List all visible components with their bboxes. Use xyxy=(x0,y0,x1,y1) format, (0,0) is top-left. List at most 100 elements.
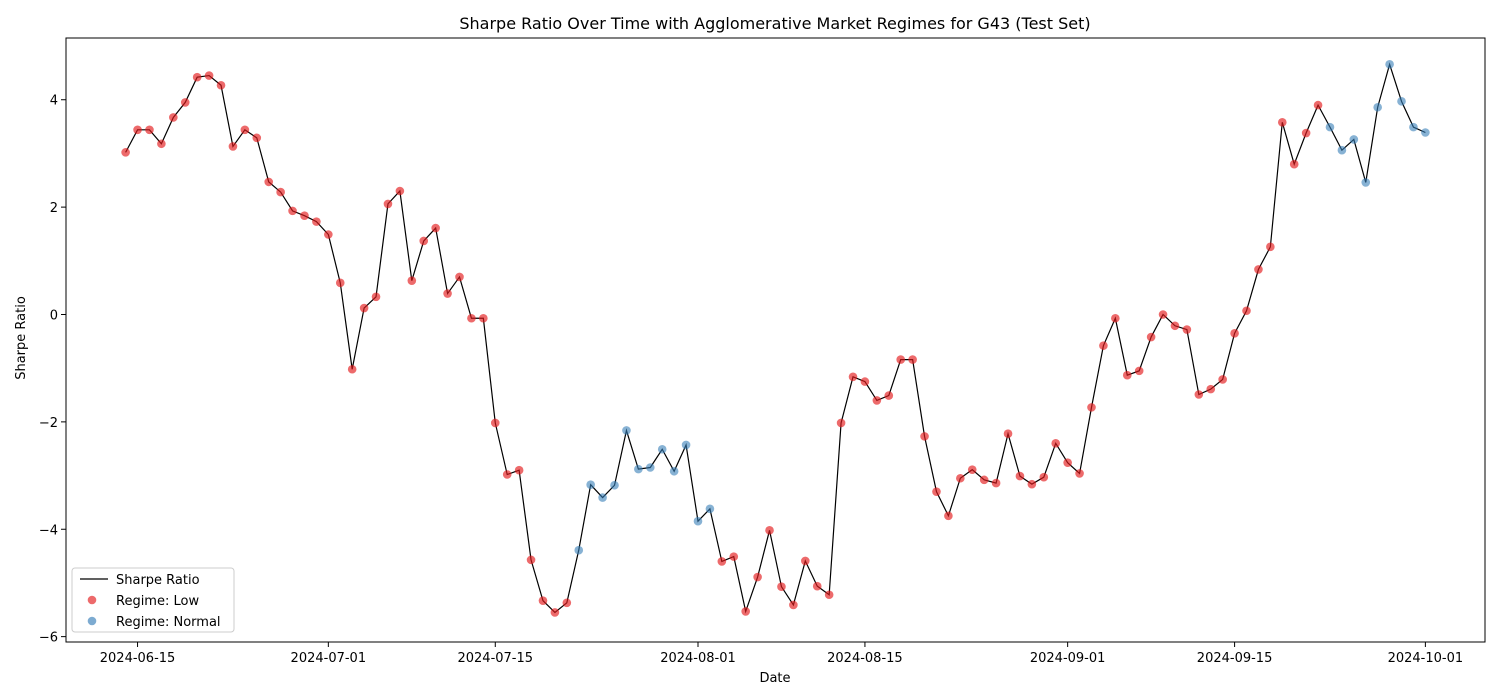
regime-low-point xyxy=(848,372,858,382)
regime-low-point xyxy=(1230,328,1239,338)
regime-low-point xyxy=(1003,429,1013,438)
regime-low-point xyxy=(777,582,786,591)
regime-low-point xyxy=(157,139,166,149)
y-tick-label: 0 xyxy=(50,308,58,323)
regime-low-point xyxy=(1254,265,1263,274)
regime-low-point xyxy=(1170,321,1180,331)
regime-low-point xyxy=(1099,341,1108,350)
regime-normal-point xyxy=(1373,102,1382,112)
y-tick-label: 4 xyxy=(50,94,58,109)
regime-normal-point xyxy=(1325,122,1335,132)
regime-low-point xyxy=(133,125,142,135)
regime-low-point xyxy=(526,555,536,565)
regime-low-point xyxy=(765,526,774,535)
regime-low-point xyxy=(836,418,846,428)
regime-low-point xyxy=(729,552,739,561)
regime-normal-point xyxy=(634,464,643,474)
regime-low-point xyxy=(383,199,393,209)
regime-low-point xyxy=(180,98,190,107)
regime-low-point xyxy=(1075,469,1084,478)
y-tick-label: −4 xyxy=(39,523,58,538)
legend-marker-low xyxy=(87,595,97,605)
regime-low-point xyxy=(1134,366,1144,376)
regime-low-point xyxy=(824,590,834,600)
x-tick-label: 2024-06-15 xyxy=(100,651,176,666)
regime-low-point xyxy=(967,465,977,474)
regime-low-point xyxy=(419,236,429,246)
regime-low-point xyxy=(467,313,476,323)
regime-low-point xyxy=(276,187,285,197)
regime-normal-point xyxy=(574,545,584,555)
regime-low-point xyxy=(979,475,989,485)
regime-low-point xyxy=(896,355,906,364)
regime-normal-point xyxy=(586,480,595,489)
x-tick-label: 2024-08-15 xyxy=(827,651,903,666)
regime-low-point xyxy=(443,289,452,298)
regime-low-point xyxy=(300,211,309,221)
x-tick-label: 2024-08-01 xyxy=(660,651,736,666)
regime-low-point xyxy=(944,511,953,521)
regime-low-point xyxy=(228,142,238,151)
legend-label: Regime: Low xyxy=(116,594,199,609)
regime-low-point xyxy=(252,133,262,143)
regime-low-point xyxy=(1146,332,1156,342)
regime-low-point xyxy=(324,230,333,239)
regime-low-point xyxy=(431,223,440,233)
regime-normal-point xyxy=(1385,60,1394,69)
regime-normal-point xyxy=(622,426,631,435)
regime-low-point xyxy=(359,303,369,313)
regime-normal-point xyxy=(645,463,655,472)
regime-normal-point xyxy=(669,466,679,476)
x-tick-label: 2024-10-01 xyxy=(1388,651,1464,666)
regime-low-point xyxy=(240,125,250,135)
regime-low-point xyxy=(169,113,178,122)
regime-low-point xyxy=(1015,471,1025,481)
y-axis-title: Sharpe Ratio xyxy=(14,296,29,380)
regime-low-point xyxy=(490,418,500,428)
regime-low-point xyxy=(562,598,572,608)
regime-low-point xyxy=(801,556,810,566)
regime-low-point xyxy=(1063,458,1072,467)
regime-low-point xyxy=(872,396,882,405)
x-axis-title: Date xyxy=(759,671,790,686)
regime-low-point xyxy=(1313,100,1323,110)
legend-box xyxy=(71,567,235,633)
regime-low-point xyxy=(1218,375,1227,384)
regime-low-point xyxy=(395,186,405,196)
regime-low-point xyxy=(1266,242,1275,252)
y-tick-label: −2 xyxy=(39,416,58,431)
regime-low-point xyxy=(121,148,130,157)
regime-low-point xyxy=(288,206,297,216)
regime-normal-point xyxy=(1337,145,1347,155)
regime-low-point xyxy=(192,72,202,82)
regime-low-point xyxy=(789,600,798,610)
regime-normal-point xyxy=(1349,135,1359,144)
x-tick-label: 2024-07-15 xyxy=(457,651,533,666)
regime-low-point xyxy=(991,478,1001,488)
regime-low-point xyxy=(335,278,345,288)
regime-low-point xyxy=(1039,472,1049,482)
regime-low-point xyxy=(371,292,381,302)
y-tick-label: −6 xyxy=(39,631,58,646)
regime-normal-point xyxy=(1421,128,1430,137)
regime-normal-point xyxy=(1397,97,1406,106)
regime-normal-point xyxy=(693,516,703,526)
regime-low-point xyxy=(1182,325,1192,334)
regime-low-point xyxy=(1206,384,1216,394)
regime-normal-point xyxy=(705,504,715,514)
plot-area-frame xyxy=(65,37,1486,643)
regime-low-point xyxy=(347,364,357,374)
regime-normal-point xyxy=(598,493,607,502)
regime-low-point xyxy=(550,608,560,617)
regime-low-point xyxy=(884,391,894,400)
regime-low-point xyxy=(908,355,917,364)
regime-low-point xyxy=(1111,313,1120,323)
regime-normal-point xyxy=(610,480,619,490)
legend-label: Sharpe Ratio xyxy=(116,573,200,588)
regime-normal-point xyxy=(681,440,691,450)
regime-low-point xyxy=(1027,479,1037,489)
regime-low-point xyxy=(920,432,929,441)
regime-low-point xyxy=(1289,159,1299,169)
